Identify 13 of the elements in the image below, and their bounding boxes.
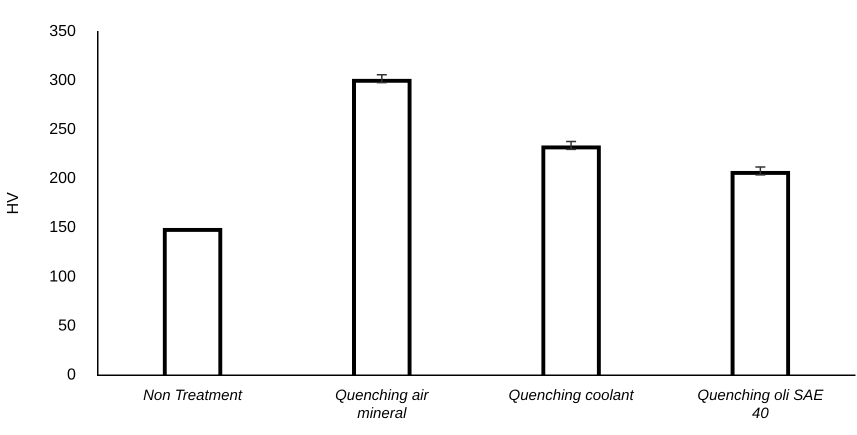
y-tick-label: 100	[49, 268, 76, 286]
x-tick-label: Quenching coolant	[508, 387, 634, 404]
y-tick-label: 250	[49, 121, 76, 138]
x-tick-label: Non Treatment	[143, 387, 243, 404]
y-tick-label: 300	[49, 72, 76, 90]
y-tick-label: 200	[49, 170, 76, 188]
y-tick-label: 0	[66, 366, 76, 384]
x-tick-label: Quenching oli SAE 40	[697, 387, 824, 422]
y-tick-label: 350	[49, 23, 76, 40]
y-tick-label: 150	[49, 219, 76, 236]
y-axis-title: HV	[5, 192, 22, 214]
y-tick-label: 50	[58, 317, 76, 334]
x-tick-label: Quenching air mineral	[335, 387, 430, 422]
